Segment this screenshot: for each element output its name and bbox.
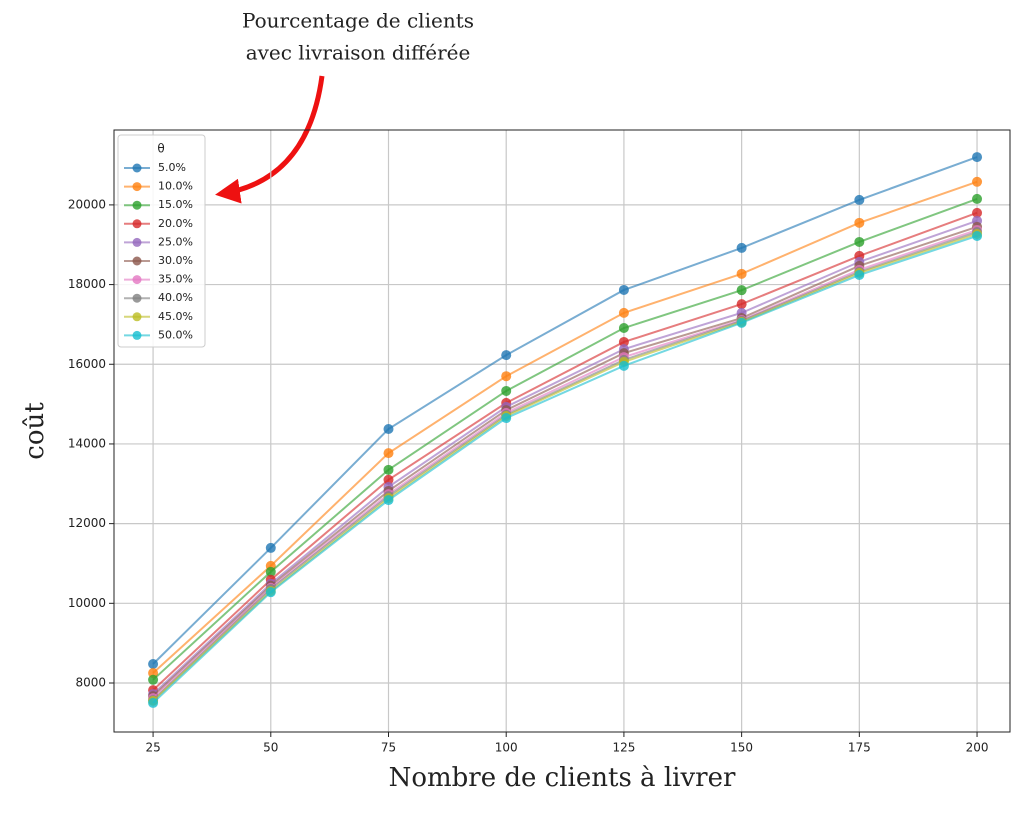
legend-marker xyxy=(132,182,142,192)
series-line xyxy=(152,211,978,691)
data-point xyxy=(736,242,747,253)
legend-marker xyxy=(132,330,142,340)
y-tick-label: 18000 xyxy=(68,277,106,291)
data-point xyxy=(383,474,394,485)
x-tick-label: 75 xyxy=(381,741,396,755)
legend-label: 40.0% xyxy=(158,291,193,304)
annotation-arrow xyxy=(215,75,325,204)
series-line xyxy=(152,156,978,665)
series-line xyxy=(152,231,978,701)
data-point xyxy=(972,230,983,241)
data-point xyxy=(618,360,629,371)
data-point xyxy=(972,193,983,204)
data-point xyxy=(148,658,159,669)
series-line xyxy=(152,219,978,695)
series-line xyxy=(152,229,978,699)
data-point xyxy=(736,268,747,279)
data-point xyxy=(265,542,276,553)
legend-marker xyxy=(132,256,142,266)
y-axis-label: coût xyxy=(20,402,50,460)
plot-frame xyxy=(113,129,1011,733)
legend-marker xyxy=(132,219,142,229)
legend-marker xyxy=(132,275,142,285)
x-tick-label: 200 xyxy=(966,741,989,755)
legend-label: 15.0% xyxy=(158,198,193,211)
data-point xyxy=(148,674,159,685)
data-point xyxy=(972,176,983,187)
data-point xyxy=(736,299,747,310)
data-point xyxy=(383,448,394,459)
data-point xyxy=(618,284,629,295)
data-point xyxy=(972,207,983,218)
x-tick-label: 50 xyxy=(263,741,278,755)
legend-label: 35.0% xyxy=(158,273,193,286)
series-line xyxy=(152,225,978,697)
series-line xyxy=(152,197,978,681)
series-line xyxy=(152,233,978,702)
annotation: avec livraison différée xyxy=(246,41,471,65)
legend-label: 20.0% xyxy=(158,217,193,230)
data-point xyxy=(736,317,747,328)
data-point xyxy=(618,336,629,347)
y-tick-label: 20000 xyxy=(68,197,106,211)
data-point xyxy=(972,152,983,163)
data-point xyxy=(618,307,629,318)
data-point xyxy=(501,350,512,361)
x-tick-label: 100 xyxy=(495,741,518,755)
data-point xyxy=(148,697,159,708)
legend-label: 30.0% xyxy=(158,254,193,267)
y-tick-label: 12000 xyxy=(68,516,106,530)
data-point xyxy=(618,323,629,334)
x-tick-label: 175 xyxy=(848,741,871,755)
legend-label: 10.0% xyxy=(158,180,193,193)
y-tick-label: 10000 xyxy=(68,596,106,610)
y-tick-label: 16000 xyxy=(68,357,106,371)
legend-marker xyxy=(132,200,142,210)
data-point xyxy=(854,236,865,247)
data-point xyxy=(854,217,865,228)
data-point xyxy=(501,413,512,424)
legend-marker xyxy=(132,163,142,173)
legend-title: θ xyxy=(157,142,164,156)
data-point xyxy=(854,194,865,205)
y-tick-label: 14000 xyxy=(68,436,106,450)
legend-marker xyxy=(132,293,142,303)
series-line xyxy=(152,180,978,674)
legend-label: 45.0% xyxy=(158,310,193,323)
legend-label: 25.0% xyxy=(158,235,193,248)
legend-marker xyxy=(132,312,142,322)
data-point xyxy=(736,285,747,296)
data-point xyxy=(501,385,512,396)
data-point xyxy=(265,587,276,598)
x-tick-label: 125 xyxy=(612,741,635,755)
x-axis-label: Nombre de clients à livrer xyxy=(389,763,736,793)
annotation: Pourcentage de clients xyxy=(242,9,474,33)
data-point xyxy=(265,566,276,577)
y-tick-label: 8000 xyxy=(75,675,106,689)
data-point xyxy=(501,371,512,382)
data-point xyxy=(854,270,865,281)
x-tick-label: 25 xyxy=(145,741,160,755)
series-line xyxy=(152,235,978,704)
x-tick-label: 150 xyxy=(730,741,753,755)
data-point xyxy=(383,495,394,506)
data-point xyxy=(383,464,394,475)
legend-label: 50.0% xyxy=(158,328,193,341)
legend-label: 5.0% xyxy=(158,161,186,174)
legend-marker xyxy=(132,237,142,247)
data-point xyxy=(383,424,394,435)
